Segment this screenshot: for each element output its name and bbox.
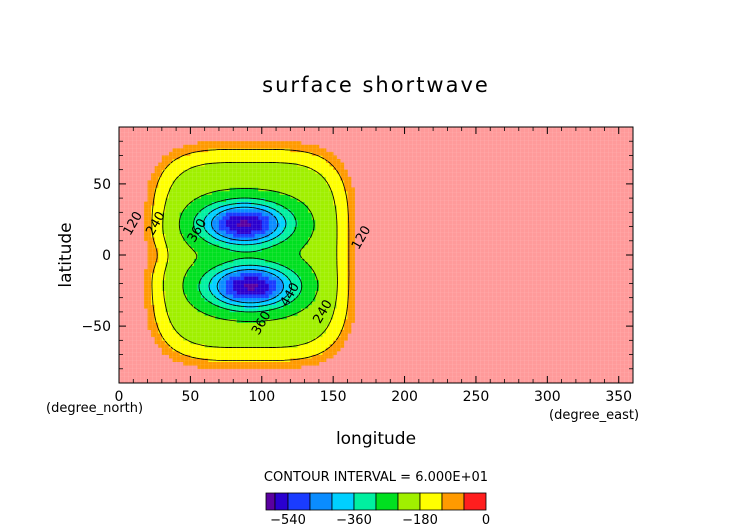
colorbar-swatch — [397, 492, 421, 511]
x-tick-label: 200 — [391, 389, 418, 405]
colorbar — [265, 492, 487, 511]
plot-area — [119, 127, 633, 383]
x-axis-label: longitude — [336, 429, 416, 449]
colorbar-swatch — [441, 492, 465, 511]
y-tick-label: 50 — [93, 177, 111, 193]
x-tick-label: 0 — [115, 389, 124, 405]
y-tick-label: −50 — [81, 319, 111, 335]
chart-title: surface shortwave — [262, 73, 490, 97]
colorbar-swatch — [419, 492, 443, 511]
x-tick-label: 300 — [534, 389, 561, 405]
colorbar-tick-label: −180 — [402, 513, 438, 528]
colorbar-tick-label: −360 — [336, 513, 372, 528]
contour-interval-label: CONTOUR INTERVAL = 6.000E+01 — [264, 470, 488, 485]
colorbar-swatch — [331, 492, 355, 511]
y-axis-label: latitude — [56, 222, 76, 287]
colorbar-tick-label: −540 — [270, 513, 306, 528]
x-tick-label: 50 — [181, 389, 199, 405]
x-tick-label: 350 — [605, 389, 632, 405]
colorbar-swatch — [375, 492, 399, 511]
x-unit-label: (degree_east) — [549, 408, 639, 423]
colorbar-swatch — [287, 492, 311, 511]
colorbar-swatch — [463, 492, 487, 511]
colorbar-swatch — [309, 492, 333, 511]
y-unit-label: (degree_north) — [46, 401, 143, 416]
y-tick-label: 0 — [102, 248, 111, 264]
colorbar-swatch — [274, 492, 289, 511]
x-tick-label: 100 — [248, 389, 275, 405]
colorbar-tick-label: 0 — [482, 513, 490, 528]
colorbar-swatch — [353, 492, 377, 511]
x-tick-label: 150 — [320, 389, 347, 405]
colorbar-swatch — [265, 492, 276, 511]
x-tick-label: 250 — [463, 389, 490, 405]
